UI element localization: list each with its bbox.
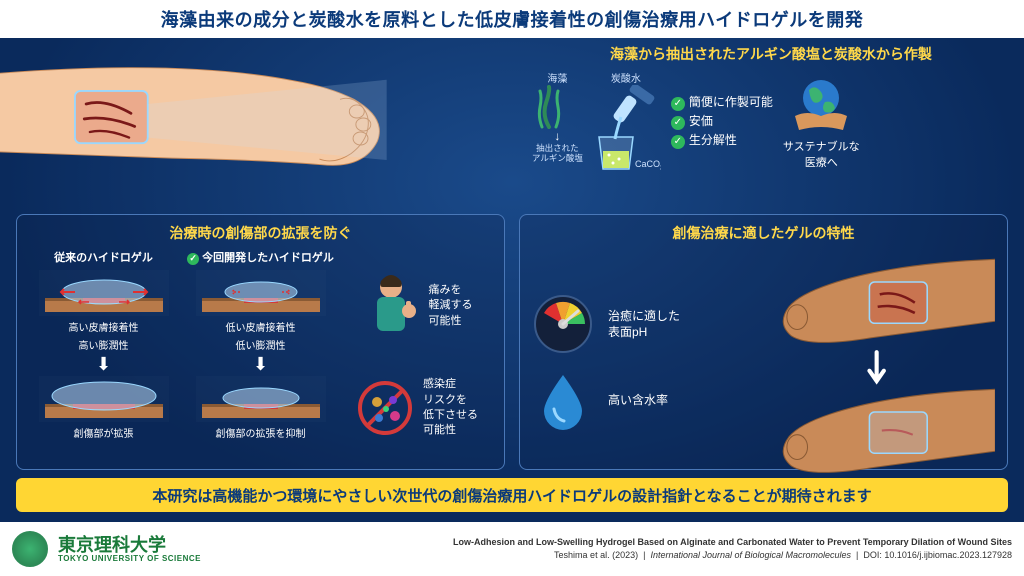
conclusion-bar: 本研究は高機能かつ環境にやさしい次世代の創傷治療用ハイドロゲルの設計指針となるこ… <box>16 478 1008 512</box>
sustain-2: 医療へ <box>805 157 838 169</box>
panel-gel-properties: 創傷治療に適したゲルの特性 治癒に適した 表面pH <box>519 214 1008 470</box>
benefit-infection: 感染症 リスクを 低下させる 可能性 <box>423 377 478 439</box>
top-row: 海藻から抽出されたアルギン酸塩と炭酸水から作製 海藻 ↓ 抽出された <box>0 38 1024 208</box>
bullet-3: 生分解性 <box>689 133 737 147</box>
origin-panel: 海藻から抽出されたアルギン酸塩と炭酸水から作製 海藻 ↓ 抽出された <box>526 38 1024 208</box>
conv-prop1: 高い皮膚接着性 <box>69 319 139 334</box>
panel-right-heading: 創傷治療に適したゲルの特性 <box>532 223 995 243</box>
citation-journal: International Journal of Biological Macr… <box>650 550 851 560</box>
panel-left-heading: 治療時の創傷部の拡張を防ぐ <box>29 223 492 243</box>
conv-subhead: 従来のハイドロゲル <box>54 249 153 265</box>
person-thumbsup-icon <box>363 271 419 341</box>
svg-text:CaCO3: CaCO3 <box>635 159 661 172</box>
bullet-1: 簡便に作製可能 <box>689 95 773 109</box>
uni-name-jp: 東京理科大学 <box>58 536 201 554</box>
feature-ph: 治癒に適した 表面pH <box>608 308 680 342</box>
panels-row: 治療時の創傷部の拡張を防ぐ 従来のハイドロゲル 高い皮膚接 <box>16 214 1008 470</box>
extract-label-2: アルギン酸塩 <box>532 153 583 163</box>
new-diagram-before <box>196 270 326 316</box>
conv-prop2: 高い膨潤性 <box>79 337 129 352</box>
arrow-down-icon: ⬇ <box>96 355 111 373</box>
origin-bullets: ✓簡便に作製可能 ✓安価 ✓生分解性 <box>671 93 773 151</box>
university-seal-icon <box>12 531 48 567</box>
extract-label-1: 抽出された <box>536 143 579 153</box>
sustain-1: サステナブルな <box>783 141 860 153</box>
uni-name-en: TOKYO UNIVERSITY OF SCIENCE <box>58 554 201 563</box>
title-bar: 海藻由来の成分と炭酸水を原料とした低皮膚接着性の創傷治療用ハイドロゲルを開発 <box>0 0 1024 38</box>
conv-diagram-after <box>39 376 169 422</box>
new-prop1: 低い皮膚接着性 <box>226 319 296 334</box>
col-benefits: 痛みを 軽減する 可能性 感染症 リスクを 低下させる 可能性 <box>343 249 492 461</box>
hero-arm-area <box>0 38 526 208</box>
feature-water: 高い含水率 <box>608 392 668 409</box>
page-title: 海藻由来の成分と炭酸水を原料とした低皮膚接着性の創傷治療用ハイドロゲルを開発 <box>12 6 1012 32</box>
seaweed-icon <box>532 85 566 129</box>
benefit-pain: 痛みを 軽減する 可能性 <box>429 283 473 329</box>
new-subhead: 今回開発したハイドロゲル <box>202 252 334 264</box>
no-infection-icon <box>357 380 413 436</box>
earth-hands-icon <box>789 72 853 136</box>
arm-illustration <box>0 48 430 188</box>
new-diagram-after <box>196 376 326 422</box>
col-conventional: 従来のハイドロゲル 高い皮膚接着性 高い膨潤性 ⬇ <box>29 249 178 461</box>
col-new: ✓今回開発したハイドロゲル 低い皮膚接着性 低い膨潤性 ⬇ <box>186 249 335 461</box>
p2-features: 治癒に適した 表面pH 高い含水率 <box>532 249 748 476</box>
conv-diagram-before <box>39 270 169 316</box>
arrow-down-icon: ⬇ <box>253 355 268 373</box>
panel-prevent-dilation: 治療時の創傷部の拡張を防ぐ 従来のハイドロゲル 高い皮膚接 <box>16 214 505 470</box>
bullet-2: 安価 <box>689 114 713 128</box>
university-name-block: 東京理科大学 TOKYO UNIVERSITY OF SCIENCE <box>58 536 201 563</box>
citation-doi: DOI: 10.1016/j.ijbiomac.2023.127928 <box>863 550 1012 560</box>
citation-authors: Teshima et al. (2023) <box>554 550 638 560</box>
new-prop2: 低い膨潤性 <box>236 337 286 352</box>
water-drop-icon <box>532 369 594 431</box>
conclusion-text: 本研究は高機能かつ環境にやさしい次世代の創傷治療用ハイドロゲルの設計指針となるこ… <box>152 485 871 506</box>
citation: Low-Adhesion and Low-Swelling Hydrogel B… <box>211 536 1012 563</box>
conv-result: 創傷部が拡張 <box>74 425 134 440</box>
citation-title: Low-Adhesion and Low-Swelling Hydrogel B… <box>453 537 1012 547</box>
infographic-main: 海藻から抽出されたアルギン酸塩と炭酸水から作製 海藻 ↓ 抽出された <box>0 38 1024 518</box>
soda-label: 炭酸水 <box>591 70 661 85</box>
beaker-pour-icon: CaCO3 <box>591 85 661 173</box>
footer: 東京理科大学 TOKYO UNIVERSITY OF SCIENCE Low-A… <box>0 522 1024 576</box>
ph-gauge-icon <box>532 293 594 355</box>
new-result: 創傷部の拡張を抑制 <box>216 425 306 440</box>
seaweed-label: 海藻 <box>532 70 583 85</box>
healing-arm-sequence <box>758 249 995 476</box>
origin-heading: 海藻から抽出されたアルギン酸塩と炭酸水から作製 <box>532 44 1010 64</box>
